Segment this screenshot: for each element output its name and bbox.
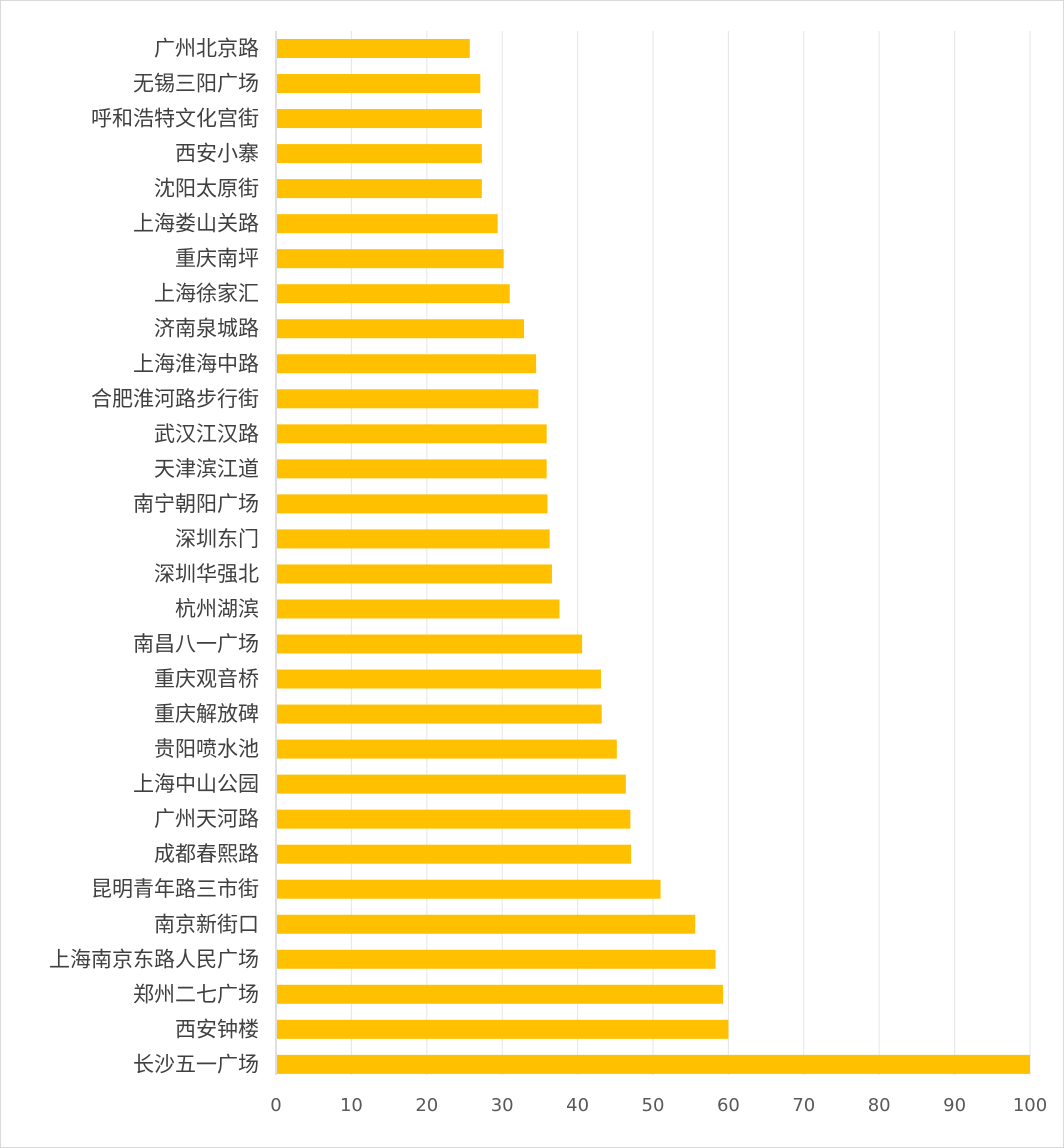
x-tick-label: 50 — [642, 1095, 665, 1116]
bar — [277, 249, 504, 269]
bar — [277, 984, 724, 1004]
x-tick-label: 10 — [340, 1095, 363, 1116]
gridlines — [350, 31, 1031, 1075]
category-label: 沈阳太原街 — [154, 177, 259, 201]
bar — [277, 284, 510, 304]
category-label: 成都春熙路 — [154, 842, 259, 866]
x-tick-label: 0 — [270, 1095, 281, 1116]
category-label: 深圳东门 — [175, 527, 259, 551]
bar — [277, 739, 617, 759]
category-label: 南昌八一广场 — [133, 632, 259, 656]
bar — [277, 1054, 1030, 1074]
category-label: 上海淮海中路 — [133, 352, 259, 376]
bar — [277, 879, 661, 899]
category-label: 南宁朝阳广场 — [133, 492, 259, 516]
bar — [277, 214, 498, 234]
category-label: 西安钟楼 — [175, 1017, 259, 1041]
category-label: 上海中山公园 — [133, 772, 259, 796]
x-tick-label: 90 — [943, 1095, 966, 1116]
bar — [277, 39, 470, 58]
category-label: 重庆观音桥 — [154, 667, 259, 691]
category-label: 杭州湖滨 — [175, 597, 259, 621]
x-tick-label: 40 — [566, 1095, 589, 1116]
category-label: 无锡三阳广场 — [133, 72, 259, 96]
bar — [277, 179, 482, 199]
bar — [277, 949, 716, 969]
x-tick-labels: 0 10 20 30 40 50 60 70 80 90 100 — [270, 1095, 1047, 1116]
x-tick-label: 20 — [415, 1095, 438, 1116]
category-label: 广州天河路 — [154, 807, 259, 831]
bar — [277, 389, 539, 409]
x-tick-label: 80 — [868, 1095, 891, 1116]
bar — [277, 109, 482, 129]
category-label: 重庆解放碑 — [154, 702, 259, 726]
x-tick-label: 60 — [717, 1095, 740, 1116]
category-label: 广州北京路 — [154, 37, 259, 61]
bar — [277, 669, 601, 689]
x-tick-label: 100 — [1013, 1095, 1047, 1116]
bar — [277, 354, 537, 374]
x-tick-label: 30 — [491, 1095, 514, 1116]
category-label: 郑州二七广场 — [133, 982, 259, 1006]
bar — [277, 459, 547, 479]
bar — [277, 1019, 729, 1039]
category-label: 南京新街口 — [154, 912, 259, 936]
category-label: 上海娄山关路 — [133, 212, 259, 236]
bar — [277, 564, 552, 584]
bar — [277, 529, 550, 549]
category-label: 武汉江汉路 — [154, 422, 259, 446]
category-label: 呼和浩特文化宫街 — [91, 107, 259, 131]
category-label: 重庆南坪 — [175, 247, 259, 271]
bar — [277, 844, 632, 864]
bar — [277, 144, 482, 164]
category-label: 济南泉城路 — [154, 317, 259, 341]
category-label: 长沙五一广场 — [133, 1052, 259, 1076]
bar — [277, 914, 696, 934]
bars — [277, 39, 1030, 1074]
category-label: 合肥淮河路步行街 — [91, 387, 259, 411]
category-label: 上海南京东路人民广场 — [49, 947, 259, 971]
bar — [277, 494, 548, 514]
x-tick-label: 70 — [792, 1095, 815, 1116]
bar — [277, 634, 583, 654]
category-label: 天津滨江道 — [154, 457, 259, 481]
bar — [277, 704, 602, 724]
category-label: 西安小寨 — [175, 142, 259, 166]
category-label: 深圳华强北 — [154, 562, 259, 586]
category-label: 上海徐家汇 — [154, 282, 259, 306]
bar — [277, 424, 547, 444]
bar — [277, 599, 560, 619]
bar — [277, 319, 525, 339]
bar — [277, 774, 626, 794]
category-label: 昆明青年路三市街 — [91, 877, 259, 901]
category-labels: 广州北京路无锡三阳广场呼和浩特文化宫街西安小寨沈阳太原街上海娄山关路重庆南坪上海… — [49, 37, 259, 1077]
bar — [277, 809, 631, 829]
category-label: 贵阳喷水池 — [154, 737, 259, 761]
bar — [277, 74, 481, 94]
